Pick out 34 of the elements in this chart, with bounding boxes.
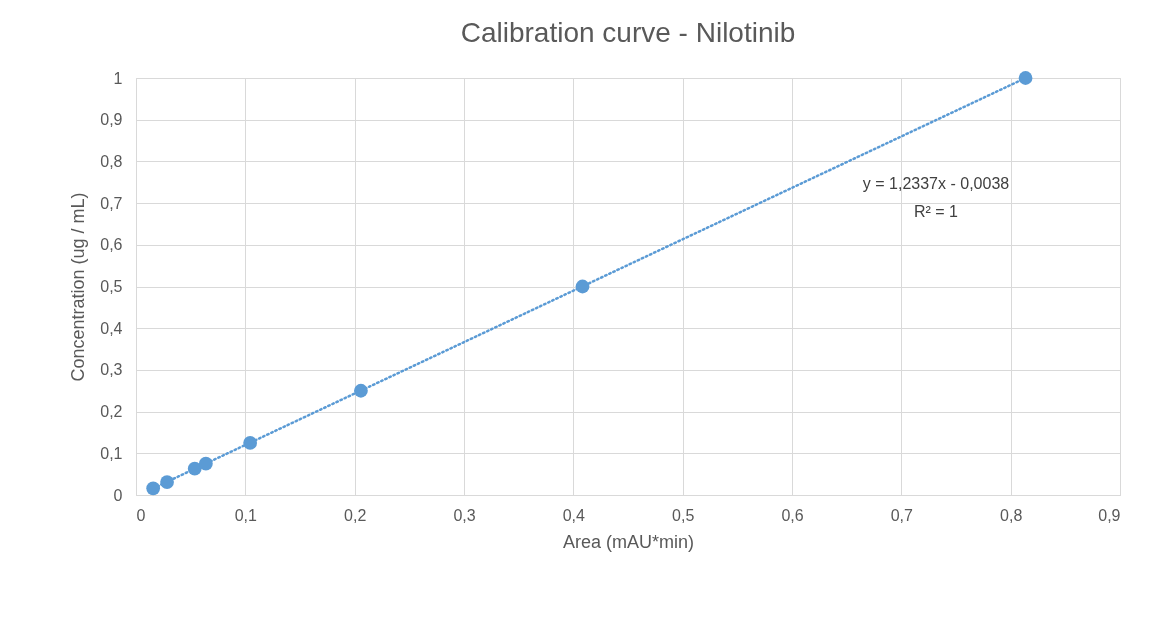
x-tick-label: 0,7	[890, 506, 914, 524]
point	[160, 475, 174, 489]
x-tick-label: 0,5	[672, 506, 695, 524]
point	[243, 436, 258, 450]
point	[575, 279, 590, 294]
point	[187, 461, 202, 476]
x-tick-label: 0,6	[781, 506, 804, 524]
y-tick-label: 1	[113, 69, 123, 87]
y-tick-label: 0,3	[100, 361, 123, 379]
y-tick-label: 0,9	[100, 111, 123, 129]
point	[198, 456, 213, 471]
x-tick-label: 0,1	[234, 506, 258, 524]
x-axis-title: Area (mAU*min)	[562, 531, 695, 552]
x-tick-label: 0	[136, 506, 146, 524]
y-tick-label: 0	[113, 486, 123, 504]
x-tick-label: 0,8	[1000, 506, 1023, 524]
y-tick-label: 0,5	[100, 278, 123, 295]
annotation: R² = 1	[913, 203, 959, 220]
point	[354, 383, 368, 398]
chart-title: Calibration curve - Nilotinib	[460, 17, 796, 48]
x-tick-label: 0,9	[1098, 506, 1121, 524]
x-tick-label: 0,2	[344, 506, 367, 524]
y-tick-label: 0,4	[100, 319, 123, 337]
point	[146, 481, 161, 496]
point	[1018, 71, 1033, 85]
y-tick-label: 0,7	[100, 194, 123, 212]
y-tick-label: 0,2	[100, 403, 123, 421]
annotation: y = 1,2337x - 0,0038	[862, 175, 1010, 192]
x-tick-label: 0,4	[562, 506, 586, 524]
y-tick-label: 0,1	[100, 444, 123, 462]
y-tick-label: 0,6	[100, 236, 123, 254]
x-tick-label: 0,3	[453, 506, 476, 524]
y-axis-title: Concentration (ug / mL)	[68, 192, 89, 382]
y-tick-label: 0,8	[100, 152, 123, 170]
